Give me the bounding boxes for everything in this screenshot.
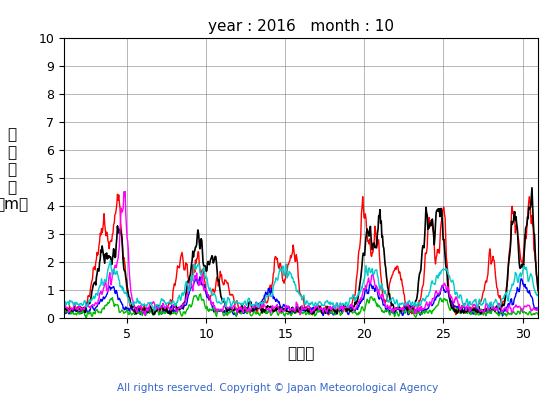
- Text: 有
義
波
高
（m）: 有 義 波 高 （m）: [0, 128, 29, 212]
- Title: year : 2016   month : 10: year : 2016 month : 10: [208, 19, 394, 34]
- X-axis label: （日）: （日）: [287, 346, 315, 361]
- Text: All rights reserved. Copyright © Japan Meteorological Agency: All rights reserved. Copyright © Japan M…: [117, 383, 438, 393]
